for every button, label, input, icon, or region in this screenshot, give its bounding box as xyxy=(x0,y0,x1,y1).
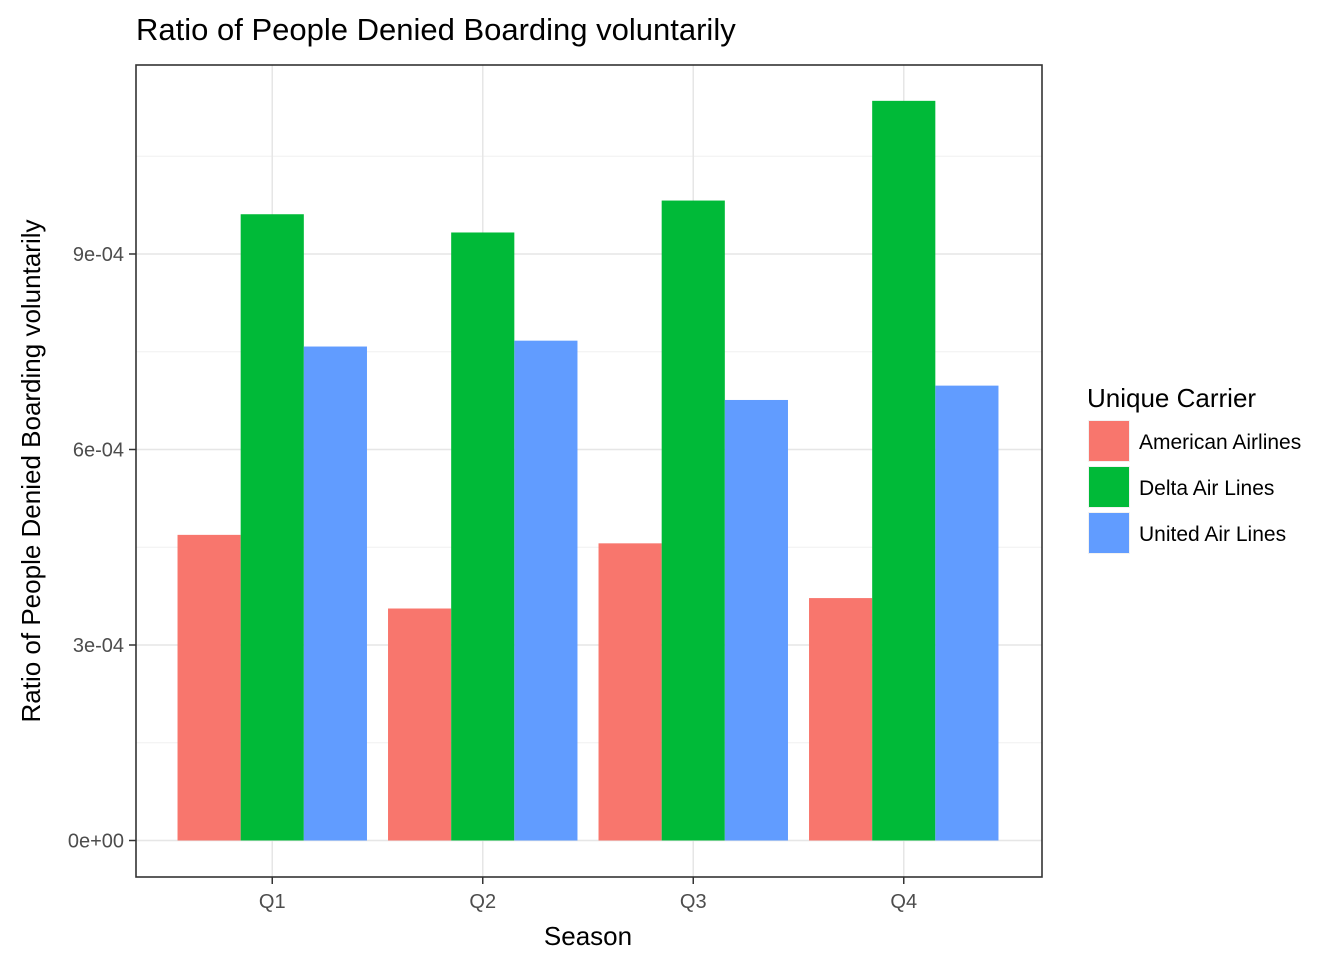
y-tick-label: 9e-04 xyxy=(73,244,124,266)
y-tick-label: 0e+00 xyxy=(68,831,124,853)
bar xyxy=(240,214,304,841)
legend-swatch xyxy=(1089,513,1129,553)
bar xyxy=(935,385,999,841)
legend: Unique Carrier American Airlines Delta Ai… xyxy=(1087,383,1301,554)
legend-title: Unique Carrier xyxy=(1087,383,1256,413)
bars xyxy=(177,100,999,841)
x-axis-title: Season xyxy=(544,921,632,951)
x-tick-label: Q1 xyxy=(259,891,286,913)
bar xyxy=(177,534,241,841)
x-tick-label: Q3 xyxy=(680,891,707,913)
bar xyxy=(872,100,936,841)
y-axis-ticks: 0e+00 3e-04 6e-04 9e-04 xyxy=(68,244,136,853)
bar xyxy=(451,232,515,841)
legend-swatch xyxy=(1089,421,1129,461)
bar xyxy=(724,399,788,841)
legend-label: American Airlines xyxy=(1139,431,1301,454)
bar xyxy=(598,543,662,841)
legend-label: United Air Lines xyxy=(1139,523,1286,546)
x-tick-label: Q2 xyxy=(469,891,496,913)
bar xyxy=(661,200,725,841)
x-axis-ticks: Q1 Q2 Q3 Q4 xyxy=(259,877,917,913)
y-tick-label: 6e-04 xyxy=(73,439,124,461)
legend-label: Delta Air Lines xyxy=(1139,477,1274,500)
legend-swatch xyxy=(1089,467,1129,507)
x-tick-label: Q4 xyxy=(890,891,917,913)
bar xyxy=(388,608,452,841)
chart-title: Ratio of People Denied Boarding voluntar… xyxy=(136,12,736,47)
bar xyxy=(809,598,873,841)
bar xyxy=(303,346,367,841)
y-axis-title: Ratio of People Denied Boarding voluntar… xyxy=(16,220,46,723)
bar xyxy=(514,340,578,841)
y-tick-label: 3e-04 xyxy=(73,635,124,657)
plot-panel-border xyxy=(135,64,1043,878)
